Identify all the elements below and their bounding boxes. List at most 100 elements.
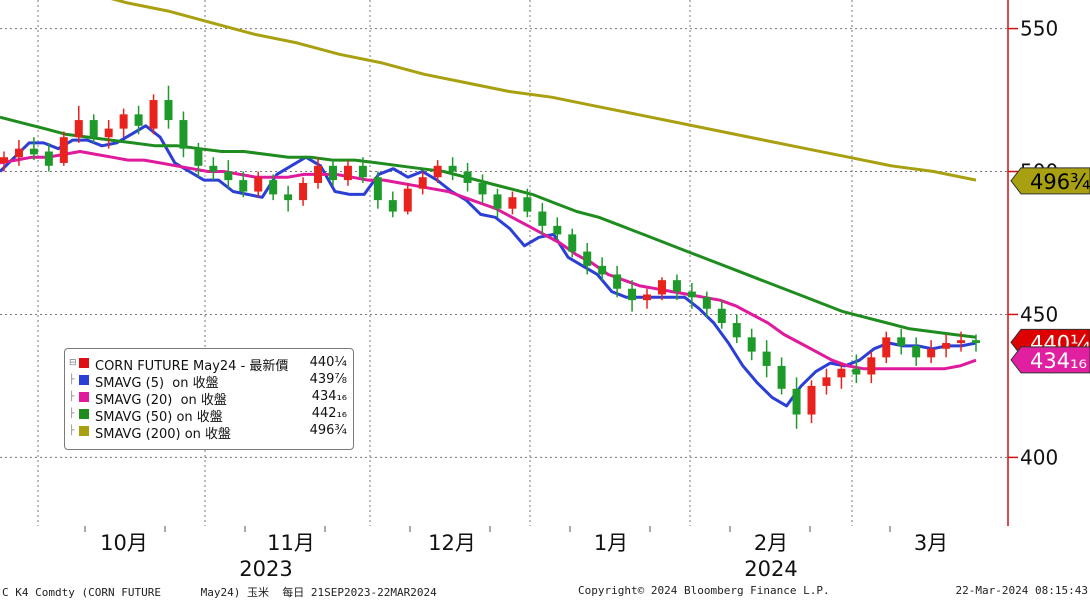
candle-body-11 (164, 100, 173, 121)
candle-body-22 (328, 165, 337, 181)
legend-series-value: 442₁₆ (311, 406, 347, 421)
candle-body-7 (104, 128, 113, 138)
candle-body-2 (29, 148, 38, 155)
legend-row-0: ⊟ CORN FUTURE May24 - 最新價 440¼ (65, 355, 353, 374)
footer-security-info: C K4 Comdty (CORN FUTURE May24) 玉米 每日 21… (2, 586, 437, 599)
x-month-label-5: 3月 (914, 531, 948, 555)
candle-body-57 (852, 368, 861, 375)
candle-body-64 (957, 340, 966, 344)
candle-body-13 (194, 148, 203, 166)
legend-swatch (79, 358, 89, 368)
ma-line-1 (0, 150, 977, 371)
candle-body-29 (433, 165, 442, 178)
legend-series-name: SMAVG (20) on 收盤 (95, 393, 227, 408)
legend-tree-marker: ├ (69, 426, 75, 436)
candle-body-9 (134, 114, 143, 126)
candle-body-27 (403, 188, 412, 212)
candlestick-series (0, 85, 980, 429)
candle-body-28 (418, 177, 427, 189)
candle-body-36 (538, 211, 547, 226)
candle-body-41 (613, 274, 622, 289)
y-tick-label-450: 450 (1020, 302, 1058, 326)
candle-body-17 (254, 177, 263, 192)
candle-body-25 (373, 177, 382, 201)
candle-body-35 (523, 197, 532, 212)
candle-body-52 (777, 365, 786, 389)
legend-series-name: SMAVG (5) on 收盤 (95, 376, 219, 391)
candle-body-34 (508, 197, 517, 209)
candle-body-1 (14, 148, 23, 158)
ma-line-2 (0, 115, 977, 339)
candle-body-0 (0, 157, 8, 163)
x-month-label-4: 2月 (754, 531, 788, 555)
legend-tree-marker: ├ (69, 375, 75, 385)
candle-body-24 (358, 165, 367, 178)
candle-body-53 (792, 388, 801, 415)
x-month-label-2: 12月 (428, 531, 476, 555)
footer-timestamp: 22-Mar-2024 08:15:43 (955, 584, 1088, 597)
x-year-label-0: 2023 (239, 557, 292, 581)
candle-body-32 (478, 182, 487, 195)
candle-body-65 (972, 340, 980, 344)
candle-body-15 (224, 171, 233, 181)
candle-body-59 (882, 337, 891, 358)
legend-series-name: SMAVG (50) on 收盤 (95, 410, 223, 425)
candle-body-45 (672, 280, 681, 292)
footer-copyright: Copyright© 2024 Bloomberg Finance L.P. (578, 584, 830, 597)
candle-body-37 (553, 225, 562, 235)
legend-series-value: 439⅞ (309, 372, 347, 387)
legend-tree-marker: ├ (69, 409, 75, 419)
candle-body-51 (762, 351, 771, 366)
candle-body-48 (717, 308, 726, 324)
legend-row-3: ├ SMAVG (50) on 收盤 442₁₆ (65, 406, 353, 425)
candle-body-54 (807, 385, 816, 415)
candle-body-26 (388, 200, 397, 212)
candle-body-50 (747, 337, 756, 352)
legend-series-value: 496¾ (309, 423, 347, 438)
candle-body-49 (732, 323, 741, 338)
candle-body-63 (942, 343, 951, 349)
legend-row-1: ├ SMAVG (5) on 收盤 439⅞ (65, 372, 353, 391)
candle-body-6 (89, 120, 98, 138)
x-year-label-1: 2024 (744, 557, 797, 581)
axes: 40045050055010月11月12月1月2月3月20232024 (84, 0, 1058, 581)
candle-body-18 (269, 180, 278, 195)
candle-body-19 (284, 194, 293, 201)
candle-body-8 (119, 114, 128, 129)
candle-body-12 (179, 120, 188, 149)
x-month-label-1: 11月 (267, 531, 315, 555)
candle-body-3 (44, 151, 53, 166)
legend-row-4: ├ SMAVG (200) on 收盤 496¾ (65, 423, 353, 442)
x-month-label-0: 10月 (100, 531, 148, 555)
legend-swatch (79, 409, 89, 419)
price-tag-label-2: 434₁₆ (1030, 349, 1087, 373)
candle-body-30 (448, 165, 457, 172)
candle-body-38 (568, 234, 577, 252)
grid-lines (0, 0, 1008, 526)
candle-body-16 (239, 180, 248, 192)
chart-legend: ⊟ CORN FUTURE May24 - 最新價 440¼ ├ SMAVG (5) o… (64, 348, 354, 450)
legend-tree-marker: ⊟ (69, 358, 77, 368)
legend-swatch (79, 426, 89, 436)
candle-body-46 (687, 291, 696, 298)
candle-body-62 (927, 348, 936, 358)
candle-body-42 (628, 288, 637, 301)
price-tag-bg-0 (1010, 167, 1090, 195)
price-tag-bg-2 (1010, 346, 1090, 374)
candle-body-60 (897, 337, 906, 346)
legend-row-2: ├ SMAVG (20) on 收盤 434₁₆ (65, 389, 353, 408)
candle-body-5 (74, 120, 83, 138)
price-tag-label-0: 496¾ (1030, 170, 1090, 194)
legend-series-value: 440¼ (309, 355, 347, 370)
legend-swatch (79, 375, 89, 385)
candle-body-21 (314, 165, 323, 183)
candle-body-39 (583, 251, 592, 266)
legend-series-value: 434₁₆ (311, 389, 347, 404)
y-tick-label-550: 550 (1020, 17, 1058, 41)
candle-body-20 (299, 182, 308, 201)
legend-series-name: SMAVG (200) on 收盤 (95, 427, 232, 442)
candle-body-44 (657, 280, 666, 295)
ma-line-3 (110, 0, 977, 182)
